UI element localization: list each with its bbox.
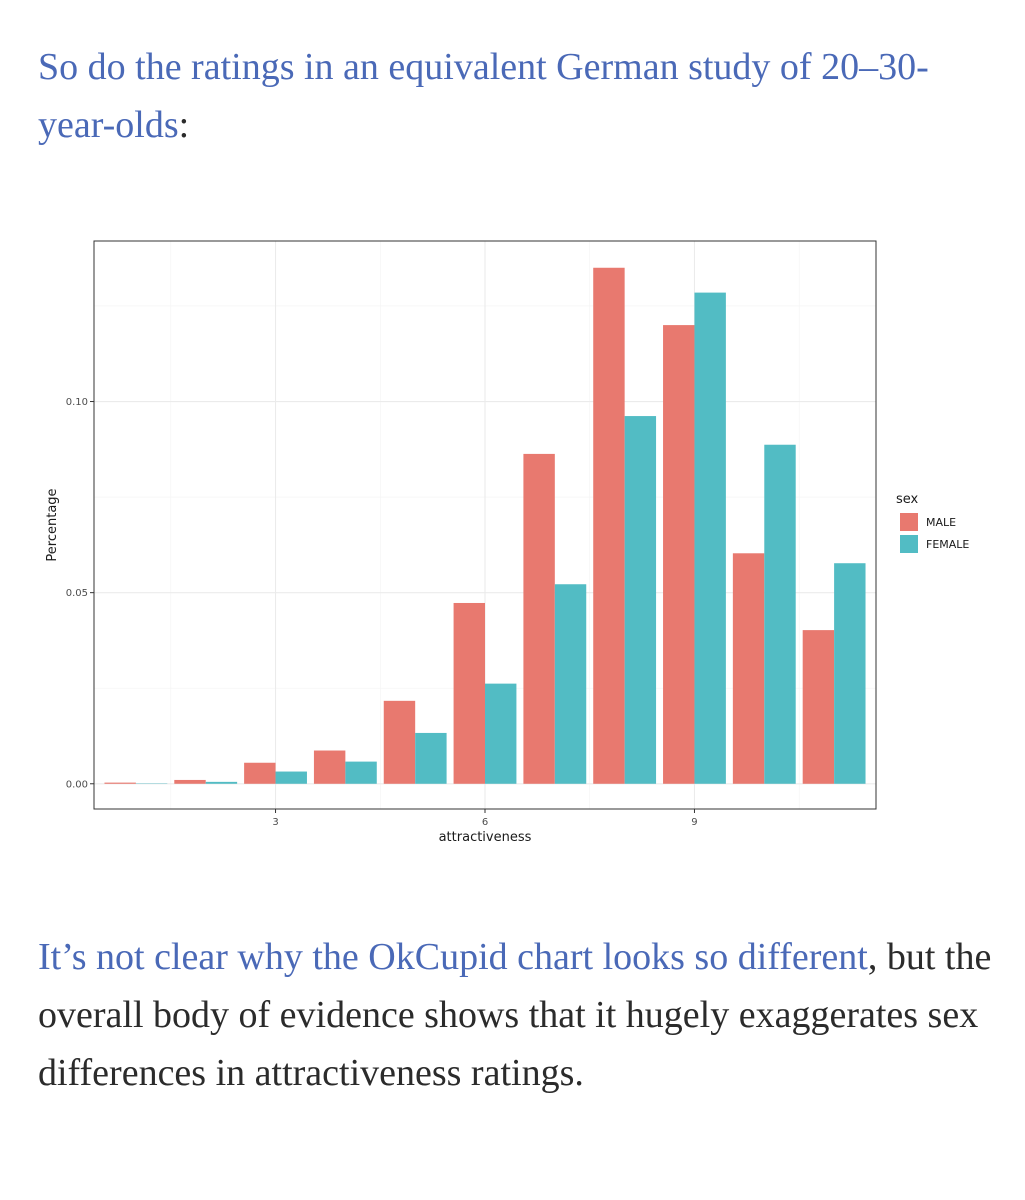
axis-ticks: 0.00 0.05 0.10 3 6 9 bbox=[66, 397, 698, 828]
bar-female-4 bbox=[345, 761, 377, 784]
okcupid-chart-link[interactable]: It’s not clear why the OkCupid chart loo… bbox=[38, 936, 868, 978]
bar-female-8 bbox=[624, 416, 657, 784]
bar-female-3 bbox=[275, 771, 307, 784]
bar-male-8 bbox=[593, 267, 625, 784]
bar-male-5 bbox=[383, 700, 416, 784]
bar-male-7 bbox=[523, 453, 555, 784]
paragraph-intro: So do the ratings in an equivalent Germa… bbox=[38, 38, 998, 154]
chart-svg: 0.00 0.05 0.10 3 6 9 attractiveness Percentag… bbox=[45, 240, 969, 845]
bar-male-4 bbox=[313, 750, 346, 784]
bar-male-11 bbox=[802, 630, 835, 784]
bar-female-9 bbox=[694, 292, 726, 784]
paragraph-conclusion-tail: , but the overall body of evidence shows… bbox=[38, 936, 992, 1094]
legend: sex MALE FEMALE bbox=[896, 492, 969, 553]
bars bbox=[104, 267, 866, 784]
y-tick-label: 0.10 bbox=[66, 397, 88, 408]
x-axis-title: attractiveness bbox=[439, 830, 532, 845]
x-tick-label: 6 bbox=[482, 817, 488, 828]
y-tick-label: 0.00 bbox=[66, 779, 88, 790]
y-tick-label: 0.05 bbox=[66, 588, 88, 599]
attractiveness-bar-chart: 0.00 0.05 0.10 3 6 9 attractiveness Percentag… bbox=[0, 225, 1025, 865]
bar-male-3 bbox=[244, 762, 276, 784]
bar-male-1 bbox=[104, 782, 136, 784]
paragraph-conclusion: It’s not clear why the OkCupid chart loo… bbox=[38, 928, 998, 1102]
bar-female-5 bbox=[415, 732, 447, 784]
bar-female-11 bbox=[834, 563, 866, 784]
legend-key-male bbox=[900, 513, 918, 531]
legend-label-male: MALE bbox=[926, 516, 956, 529]
x-tick-label: 9 bbox=[691, 817, 697, 828]
bar-female-6 bbox=[485, 683, 517, 784]
paragraph-intro-tail: : bbox=[178, 104, 190, 146]
legend-label-female: FEMALE bbox=[926, 538, 969, 551]
x-tick-label: 3 bbox=[272, 817, 278, 828]
study-link[interactable]: So do the ratings in an equivalent Germa… bbox=[38, 46, 929, 146]
legend-key-female bbox=[900, 535, 918, 553]
legend-title: sex bbox=[896, 492, 919, 507]
bar-male-10 bbox=[732, 553, 765, 784]
bar-male-6 bbox=[453, 602, 485, 784]
bar-female-10 bbox=[764, 444, 796, 784]
y-axis-title: Percentage bbox=[45, 488, 60, 561]
bar-female-2 bbox=[205, 781, 238, 784]
bar-female-7 bbox=[554, 584, 587, 784]
bar-male-9 bbox=[663, 325, 695, 784]
bar-male-2 bbox=[174, 779, 206, 784]
